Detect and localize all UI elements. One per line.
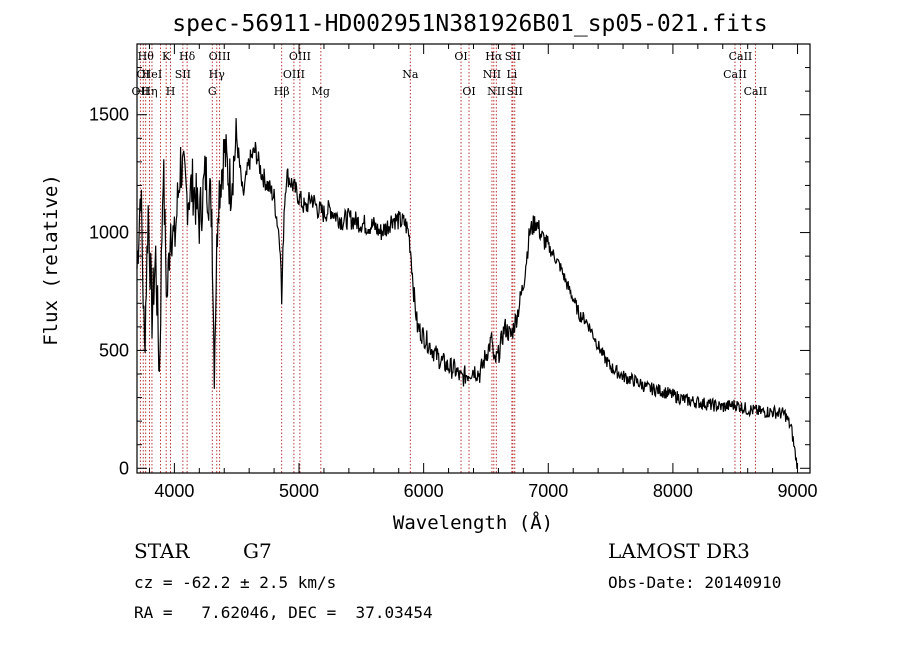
x-tick-label: 5000 — [279, 481, 319, 501]
plot-frame — [136, 43, 811, 474]
spectral-line-label: K — [162, 50, 171, 63]
redshift-value: cz = -62.2 ± 2.5 km/s — [134, 573, 336, 592]
spectral-line-label: H — [166, 85, 176, 98]
y-axis-label: Flux (relative) — [40, 174, 62, 346]
survey-name: LAMOST DR3 — [608, 539, 750, 563]
axis-ticks — [137, 44, 810, 473]
spectral-line-markers — [139, 44, 756, 473]
spectral-line-label: OI — [137, 68, 150, 81]
x-tick-label: 4000 — [154, 481, 194, 501]
y-tick-label: 0 — [119, 458, 129, 478]
spectrum-info: STAR G7 LAMOST DR3 cz = -62.2 ± 2.5 km/s… — [134, 539, 781, 622]
spectral-line-label: HeI — [142, 68, 162, 81]
x-tick-label: 7000 — [528, 481, 568, 501]
x-tick-label: 9000 — [778, 481, 818, 501]
spectral-line-label: SII — [175, 68, 191, 81]
spectral-line-label: CaII — [723, 68, 747, 81]
y-tick-label: 500 — [99, 340, 129, 360]
spectral-line-label: SII — [505, 50, 521, 63]
spectral-line-label: OI — [454, 50, 467, 63]
spectral-line-label: Hθ — [138, 50, 155, 63]
observation-date: Obs-Date: 20140910 — [608, 573, 781, 592]
spectral-line-labels: OIIOIHθHηHeIKHSIIHδGHγOIIIHβOIIIOIIIMgNa… — [132, 50, 768, 98]
plot-area: OIIOIHθHηHeIKHSIIHδGHγOIIIHβOIIIOIIIMgNa… — [89, 43, 818, 501]
spectral-line-label: Hδ — [179, 50, 196, 63]
spectral-line-label: NII — [487, 85, 505, 98]
spectral-line-label: SII — [507, 85, 523, 98]
spectral-line-label: Li — [506, 68, 517, 81]
object-subclass: G7 — [243, 539, 272, 563]
axis-tick-labels: 4000 5000 6000 7000 8000 9000 0 500 1000 1500 — [89, 105, 818, 501]
spectral-line-label: CaII — [729, 50, 753, 63]
x-tick-label: 6000 — [404, 481, 444, 501]
spectrum-series — [136, 118, 798, 469]
spectral-line-label: Hα — [485, 50, 503, 63]
spectral-line-label: OI — [462, 85, 475, 98]
spectral-line-label: Hβ — [274, 85, 290, 98]
coordinates: RA = 7.62046, DEC = 37.03454 — [134, 603, 433, 622]
spectral-line-label: OIII — [283, 68, 305, 81]
y-tick-label: 1500 — [89, 105, 129, 125]
spectral-line-label: OIII — [209, 50, 231, 63]
x-tick-label: 8000 — [653, 481, 693, 501]
spectral-line-label: Hη — [141, 85, 157, 98]
spectral-line-label: Hγ — [209, 68, 226, 81]
chart-title: spec-56911-HD002951N381926B01_sp05-021.f… — [172, 11, 767, 37]
spectral-line-label: Na — [402, 68, 419, 81]
spectral-line-label: NII — [483, 68, 501, 81]
spectral-line-label: G — [208, 85, 217, 98]
spectral-line-label: Mg — [312, 85, 330, 98]
spectral-line-label: CaII — [744, 85, 768, 98]
spectral-line-label: OIII — [289, 50, 311, 63]
x-axis-label: Wavelength (Å) — [393, 511, 553, 534]
y-tick-label: 1000 — [89, 223, 129, 243]
object-class: STAR — [134, 539, 190, 563]
